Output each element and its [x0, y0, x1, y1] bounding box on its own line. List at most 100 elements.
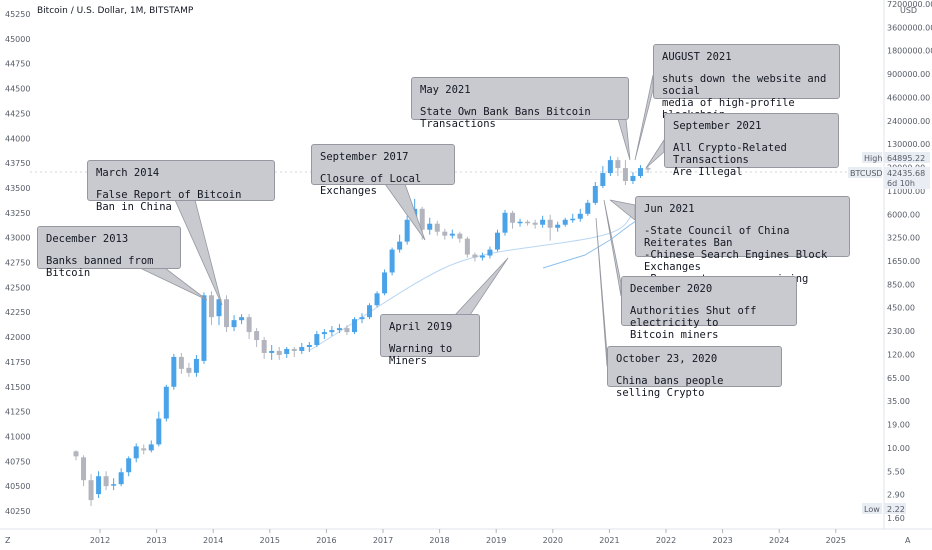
- right-tick-label: 1800000.00: [887, 47, 932, 56]
- candle-body: [306, 345, 312, 347]
- candle-body: [103, 476, 109, 487]
- candle-body: [449, 233, 455, 236]
- annotation-dec-2013: December 2013 Banks banned from Bitcoin: [37, 226, 181, 279]
- right-tick-label: 1.60: [887, 514, 905, 523]
- candle-body: [96, 476, 102, 495]
- annotation-mar-2014: March 2014 False Report of Bitcoin Ban i…: [87, 160, 275, 213]
- x-tick-label: 2014: [203, 536, 223, 545]
- x-tick-label: 2012: [90, 536, 110, 545]
- candle-body: [547, 219, 553, 228]
- left-tick-label: 41500: [5, 383, 30, 392]
- right-tick-label: 450.00: [887, 304, 915, 313]
- left-tick-label: 41000: [5, 432, 30, 441]
- left-tick-label: 42000: [5, 333, 30, 342]
- annotation-title: December 2020: [630, 283, 713, 295]
- annotation-body: Warning to Miners: [389, 343, 453, 367]
- annotation-apr-2019: April 2019 Warning to Miners: [380, 314, 480, 367]
- right-tick-label: 6000.00: [887, 210, 920, 219]
- right-tick-label: 130000.00: [887, 140, 930, 149]
- right-tick-label: 3250.00: [887, 234, 920, 243]
- x-tick-label: 2016: [316, 536, 336, 545]
- candle-body: [502, 212, 508, 233]
- annotation-dec-2020: December 2020 Authorities Shut off elect…: [621, 276, 797, 341]
- right-tick-label: 10.00: [887, 444, 910, 453]
- candle-body: [126, 458, 132, 473]
- candle-body: [246, 317, 252, 333]
- left-tick-label: 41250: [5, 408, 30, 417]
- candle-body: [269, 350, 275, 353]
- low-value: 2.22: [887, 505, 905, 514]
- candle-body: [479, 255, 485, 258]
- candle-body: [73, 451, 79, 457]
- candle-body: [163, 386, 169, 419]
- right-tick-label: 65.00: [887, 374, 910, 383]
- x-tick-label: 2025: [826, 536, 846, 545]
- countdown-label: 6d 10h: [887, 179, 915, 188]
- annotation-title: Jun 2021: [644, 203, 695, 215]
- corner-label-right: A: [905, 536, 911, 545]
- annotation-body: False Report of Bitcoin Ban in China: [96, 189, 242, 213]
- candles-group: [73, 156, 651, 507]
- candle-body: [532, 222, 538, 225]
- candle-body: [344, 328, 350, 333]
- right-tick-label: 5.50: [887, 467, 905, 476]
- candle-body: [464, 238, 470, 255]
- candle-body: [607, 160, 613, 174]
- candle-body: [367, 305, 373, 318]
- candle-body: [510, 212, 516, 223]
- candle-body: [118, 472, 124, 485]
- candle-body: [592, 185, 598, 203]
- high-label: High: [864, 154, 882, 163]
- left-tick-label: 42750: [5, 259, 30, 268]
- left-tick-label: 40250: [5, 507, 30, 516]
- right-tick-label: 460000.00: [887, 93, 930, 102]
- left-tick-label: 43500: [5, 184, 30, 193]
- left-tick-label: 43000: [5, 234, 30, 243]
- candle-body: [517, 221, 523, 224]
- left-tick-label: 40500: [5, 482, 30, 491]
- candle-body: [141, 448, 147, 451]
- left-tick-label: 41750: [5, 358, 30, 367]
- left-tick-label: 45250: [5, 10, 30, 19]
- x-tick-label: 2020: [543, 536, 563, 545]
- candle-body: [397, 241, 403, 250]
- left-tick-label: 43750: [5, 159, 30, 168]
- low-label: Low: [864, 505, 880, 514]
- candle-body: [254, 331, 260, 341]
- candle-body: [570, 218, 576, 221]
- candle-body: [359, 317, 365, 320]
- candle-body: [321, 332, 327, 335]
- candle-body: [178, 356, 184, 369]
- candle-body: [585, 202, 591, 214]
- annotation-title: October 23, 2020: [616, 353, 718, 365]
- annotation-oct-2020: October 23, 2020 China bans people selli…: [607, 346, 782, 399]
- left-tick-label: 42250: [5, 308, 30, 317]
- candle-body: [239, 317, 245, 321]
- candle-body: [81, 457, 87, 481]
- x-tick-label: 2021: [599, 536, 619, 545]
- candle-body: [472, 254, 478, 258]
- annotation-title: September 2017: [320, 151, 409, 163]
- candle-body: [193, 358, 199, 373]
- x-tick-label: 2022: [656, 536, 676, 545]
- annotation-title: April 2019: [389, 321, 453, 333]
- candle-body: [291, 348, 297, 351]
- annotation-may-2021: May 2021 State Own Bank Bans Bitcoin Tra…: [411, 77, 629, 130]
- candle-body: [314, 334, 320, 346]
- x-tick-label: 2023: [712, 536, 732, 545]
- left-tick-label: 45000: [5, 35, 30, 44]
- candle-body: [231, 320, 237, 328]
- low-label-bg: [862, 503, 882, 514]
- candle-body: [487, 249, 493, 256]
- candle-body: [216, 299, 222, 317]
- right-tick-label: 7200000.00: [887, 0, 932, 9]
- candle-body: [133, 446, 139, 459]
- annotation-body: Authorities Shut off electricity to Bitc…: [630, 305, 757, 341]
- annotation-jun-2021: Jun 2021 -State Council of China Reitera…: [635, 196, 850, 285]
- annotation-body: State Own Bank Bans Bitcoin Transactions: [420, 106, 591, 130]
- left-tick-label: 42500: [5, 283, 30, 292]
- right-tick-label: 1650.00: [887, 257, 920, 266]
- high-label-bg: [862, 152, 882, 163]
- candle-body: [336, 328, 342, 331]
- x-axis: 2012 2013 2014 2015 2016 2017 2018 2019 2020 2021…: [90, 529, 846, 545]
